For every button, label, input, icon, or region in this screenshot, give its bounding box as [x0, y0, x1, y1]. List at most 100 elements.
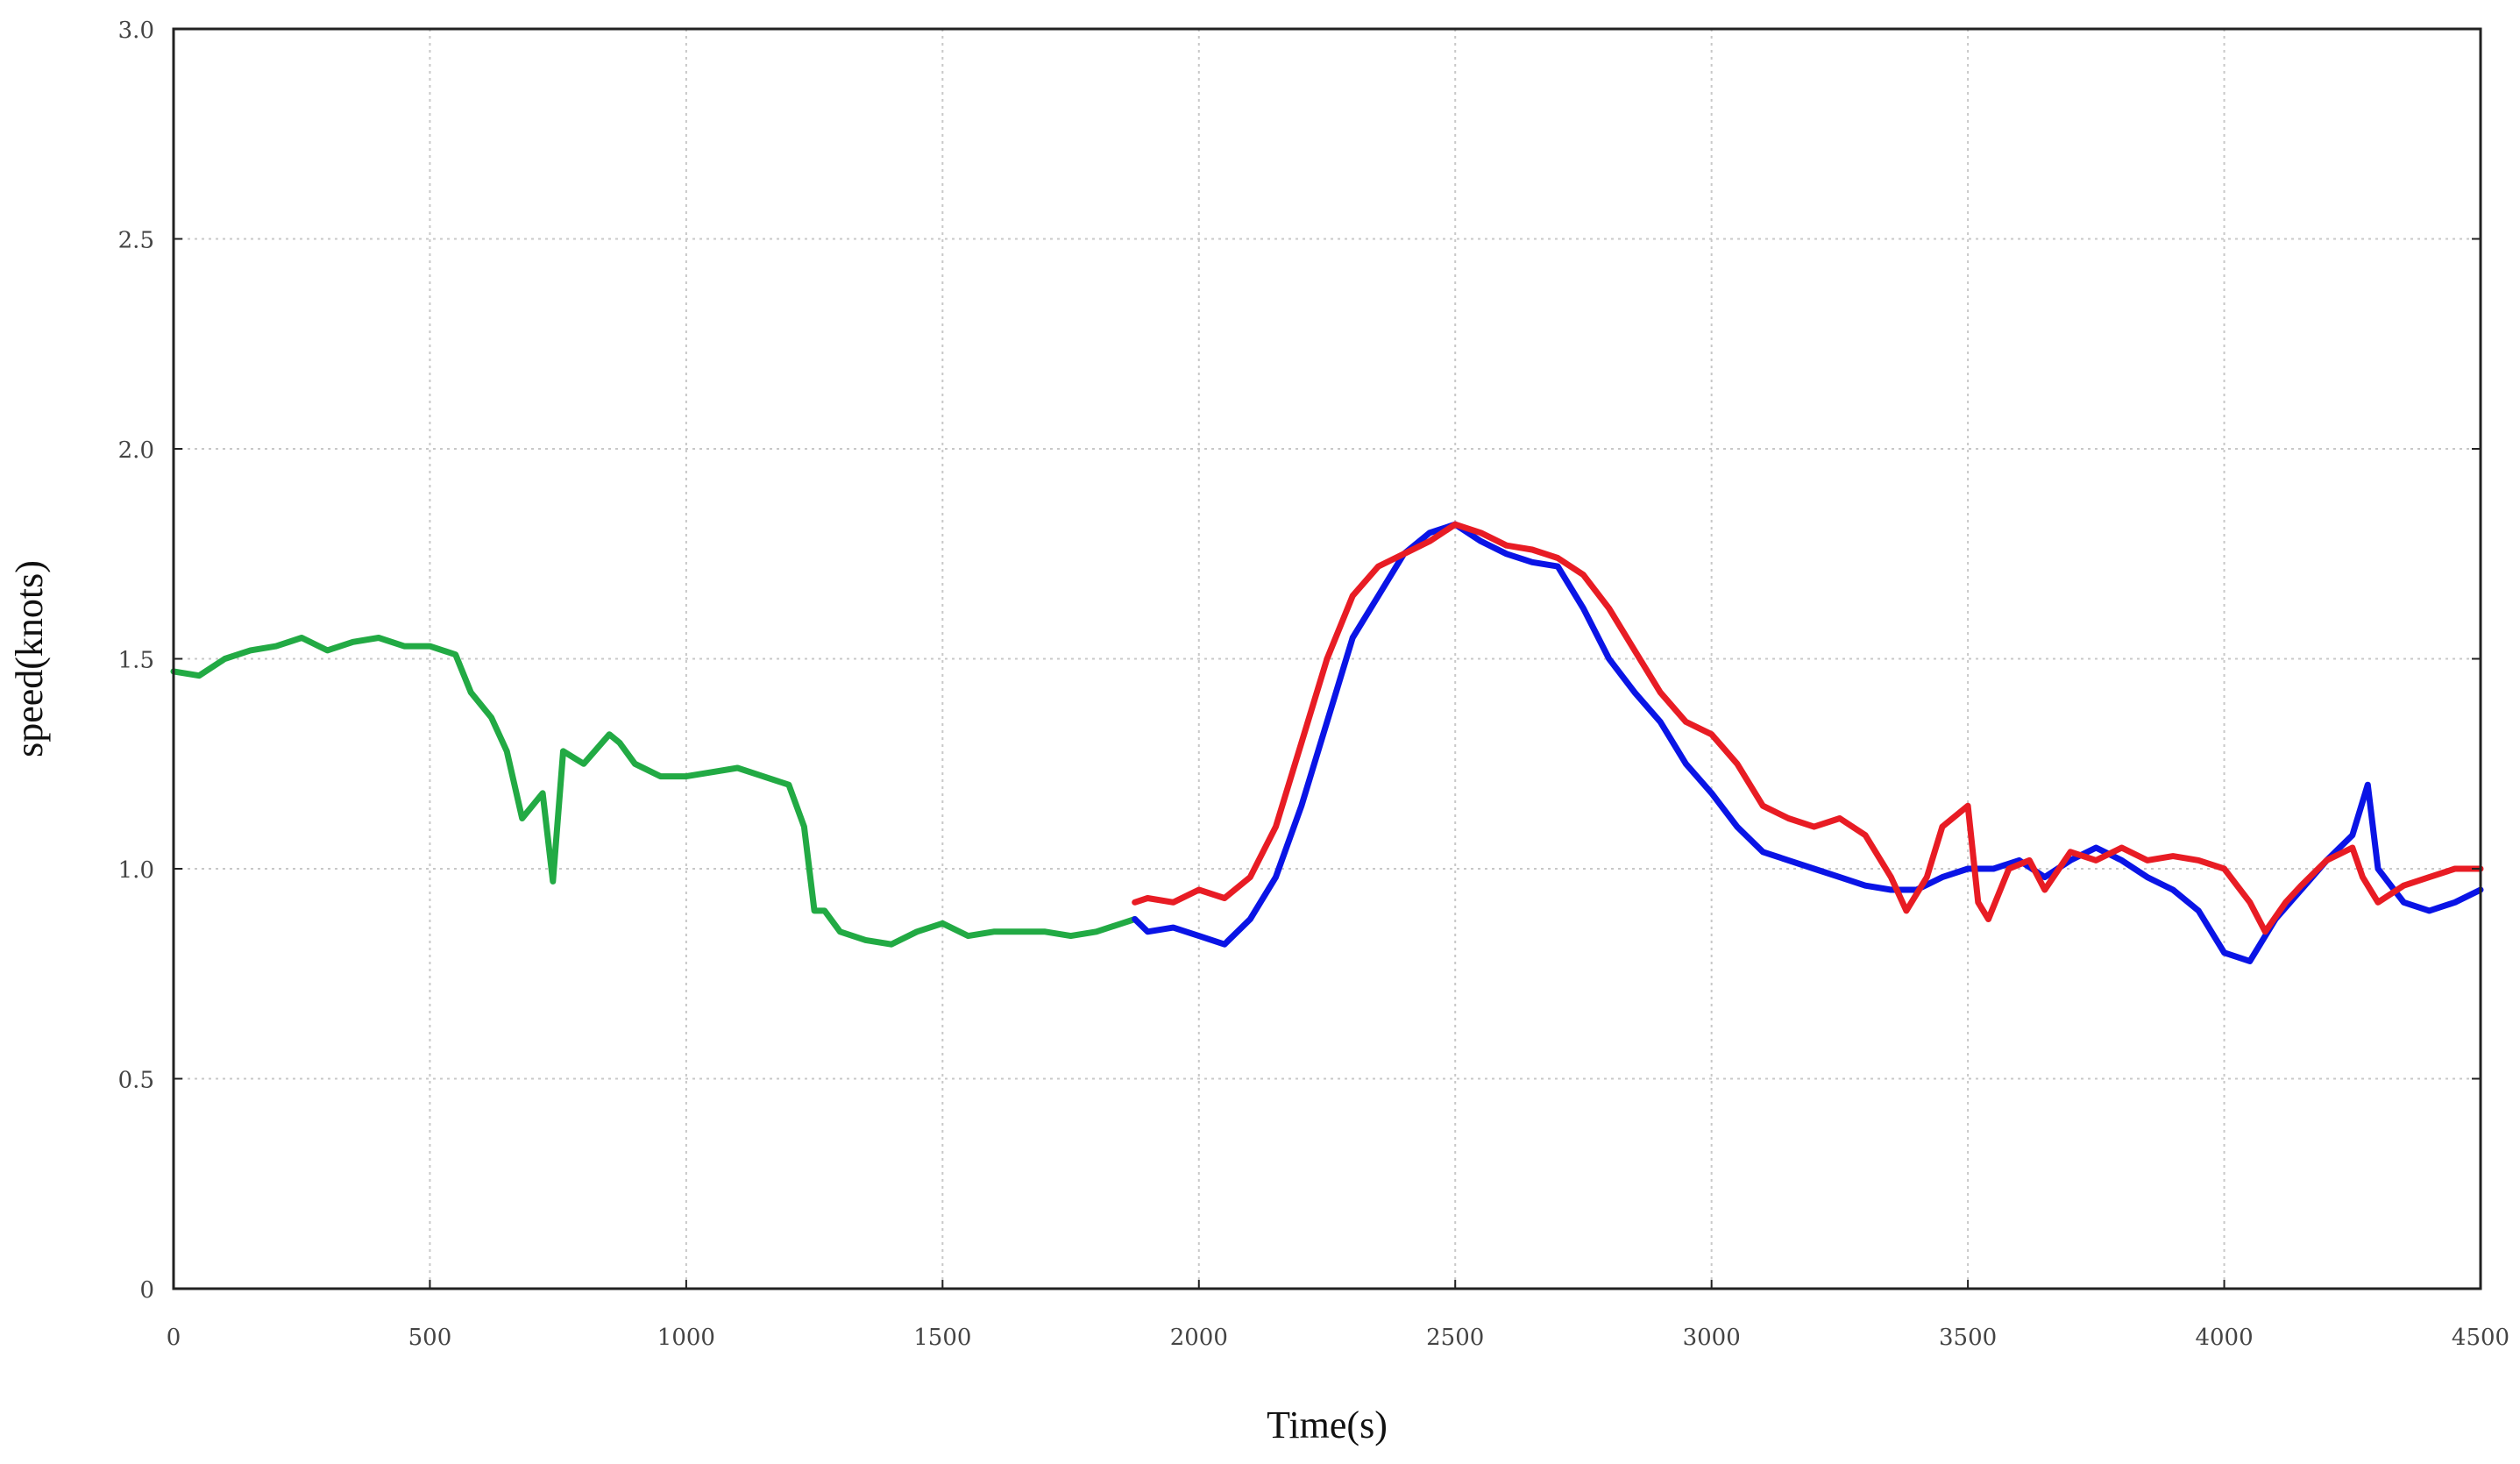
- series-1-point: [580, 761, 586, 767]
- y-tick-label: 2.5: [118, 228, 154, 254]
- y-tick-label: 1.5: [118, 648, 154, 674]
- series-2-point: [1965, 866, 1971, 871]
- series-3-point: [2282, 899, 2289, 906]
- series-3-point: [1247, 874, 1253, 880]
- y-tick-label: 0.5: [118, 1068, 154, 1094]
- series-1-point: [735, 765, 741, 771]
- series-2-point: [1350, 635, 1356, 641]
- x-tick-label: 0: [167, 1325, 181, 1351]
- series-3-point: [1298, 740, 1304, 746]
- series-3-point: [1924, 874, 1930, 880]
- series-1-point: [376, 635, 381, 641]
- series-2-point: [1324, 719, 1330, 725]
- series-2-point: [1991, 866, 1997, 871]
- x-tick-label: 500: [408, 1325, 452, 1351]
- series-3-point: [2262, 928, 2268, 935]
- series-2-point: [2247, 958, 2253, 964]
- series-3-point: [1503, 543, 1509, 549]
- series-2-point: [1247, 916, 1253, 922]
- series-1-point: [632, 761, 638, 767]
- series-1-point: [1093, 928, 1099, 935]
- y-tick-label: 2.0: [118, 437, 154, 464]
- series-1-point: [273, 643, 279, 650]
- series-3-point: [1939, 824, 1945, 830]
- series-1-point: [540, 790, 546, 796]
- series-3-point: [1658, 689, 1664, 695]
- series-3-point: [1606, 606, 1612, 611]
- series-3-point: [1631, 647, 1637, 653]
- series-lines: [170, 521, 2484, 964]
- series-3-point: [1734, 761, 1740, 767]
- y-tick-label: 1.0: [118, 857, 154, 884]
- series-2-point: [2093, 845, 2099, 850]
- series-1-point: [821, 907, 827, 913]
- series-2-point: [2452, 899, 2458, 906]
- series-3-point: [1683, 719, 1689, 725]
- series-1-point: [914, 928, 920, 935]
- series-1-point: [560, 748, 566, 754]
- series-2-point: [2375, 866, 2381, 871]
- series-2-point: [2426, 907, 2432, 913]
- series-2-point: [1222, 942, 1227, 948]
- series-2-point: [2349, 832, 2355, 838]
- series-2-point: [1196, 933, 1202, 939]
- series-2-point: [1734, 824, 1740, 830]
- series-2-point: [1555, 564, 1561, 570]
- series-3-point: [2324, 857, 2330, 863]
- series-3-point: [2093, 857, 2099, 863]
- x-tick-label: 3000: [1683, 1325, 1741, 1351]
- series-2-point: [1273, 874, 1279, 880]
- series-3-point: [1785, 815, 1792, 821]
- series-3-point: [1863, 832, 1869, 838]
- x-tick-label: 4000: [2195, 1325, 2253, 1351]
- series-3-point: [2247, 899, 2253, 906]
- series-1-point: [940, 920, 946, 927]
- series-1-point: [488, 714, 494, 721]
- series-2-point: [1760, 849, 1766, 855]
- series-3-point: [2144, 857, 2150, 863]
- series-3-point: [1452, 522, 1459, 528]
- axis-ticks: 0 500 1000 1500 2000 2500 3000 3500 4000 4500 0 0.5…: [118, 18, 2509, 1351]
- series-3-point: [2401, 883, 2407, 889]
- series-1-point: [504, 748, 510, 754]
- x-tick-label: 3500: [1939, 1325, 1997, 1351]
- series-3-point: [2426, 874, 2432, 880]
- series-2-point: [1530, 559, 1535, 565]
- series-1-point: [1119, 920, 1125, 927]
- series-2-point: [1811, 866, 1817, 871]
- series-2-point: [1503, 551, 1509, 557]
- series-1-point: [812, 907, 818, 913]
- series-3-point: [2068, 849, 2074, 855]
- series-2-point: [1170, 925, 1176, 931]
- series-1-point: [1042, 928, 1048, 935]
- series-2-point: [1298, 803, 1304, 809]
- series-2-point: [2041, 874, 2048, 880]
- series-2-point: [1631, 689, 1637, 695]
- series-3-point: [2170, 853, 2176, 859]
- series-2-point: [2221, 949, 2227, 956]
- x-tick-label: 2000: [1170, 1325, 1228, 1351]
- series-1-point: [222, 656, 228, 662]
- series-2-point: [1939, 874, 1945, 880]
- series-2-point: [1708, 790, 1714, 796]
- series-3-point: [1530, 547, 1535, 552]
- x-tick-label: 2500: [1426, 1325, 1484, 1351]
- series-3-point: [1427, 538, 1432, 544]
- series-2-point: [1683, 761, 1689, 767]
- series-3-point: [1401, 551, 1407, 557]
- series-3-point: [1273, 824, 1279, 830]
- series-3-point: [1811, 824, 1817, 830]
- series-3-point: [1708, 731, 1714, 737]
- x-tick-label: 4500: [2452, 1325, 2509, 1351]
- series-3-point: [2027, 857, 2033, 863]
- series-1-point: [657, 773, 664, 779]
- series-line-3: [1132, 521, 2484, 935]
- series-3-point: [2196, 857, 2202, 863]
- x-tick-label: 1000: [657, 1325, 715, 1351]
- series-3-point: [2005, 866, 2012, 871]
- series-3-point: [1222, 895, 1227, 901]
- series-2-point: [1145, 928, 1151, 935]
- series-3-point: [1132, 899, 1138, 906]
- x-axis-label: Time(s): [1267, 1404, 1388, 1446]
